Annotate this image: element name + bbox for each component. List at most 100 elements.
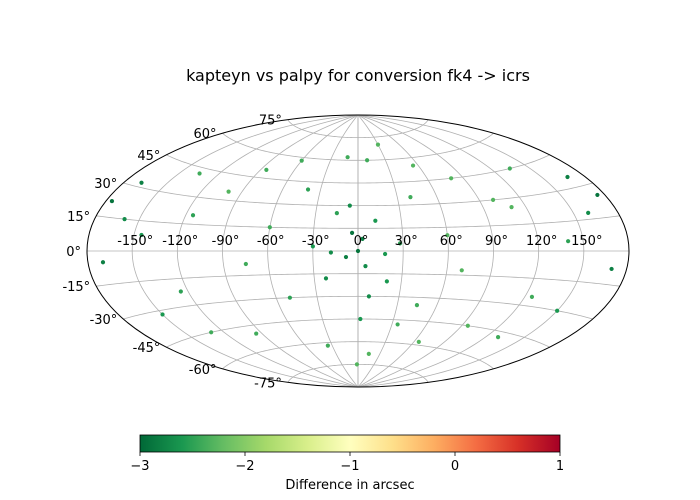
data-point <box>397 241 403 246</box>
chart-title: kapteyn vs palpy for conversion fk4 -> i… <box>186 66 530 85</box>
lat-tick-label: -45° <box>133 341 161 356</box>
lon-tick-label: -120° <box>162 234 198 249</box>
lon-tick-label: 90° <box>485 234 508 249</box>
lon-tick-label: 0° <box>354 234 369 249</box>
data-point <box>408 195 413 200</box>
lon-tick-label: 150° <box>571 234 602 249</box>
data-point <box>355 248 361 254</box>
colorbar-tick-label: 1 <box>556 459 564 474</box>
lat-tick-label: 15° <box>67 210 90 225</box>
data-point <box>334 211 339 216</box>
colorbar-tick-label: −3 <box>130 459 149 474</box>
data-points <box>100 142 614 367</box>
lat-tick-label: -60° <box>189 363 217 378</box>
data-point <box>343 254 349 260</box>
colorbar-ticks: −3 −2 −1 0 1 <box>130 452 564 474</box>
data-point <box>345 155 350 160</box>
data-point <box>139 180 144 185</box>
data-point <box>395 322 400 327</box>
data-point <box>299 158 304 163</box>
data-point <box>459 268 464 273</box>
parallel-line <box>222 132 494 161</box>
data-point <box>375 142 381 147</box>
data-point <box>609 266 614 272</box>
data-point <box>507 166 512 171</box>
data-point <box>197 171 202 176</box>
lat-tick-label: 60° <box>193 127 216 142</box>
parallel-line <box>123 182 593 207</box>
parallel-line <box>287 119 429 139</box>
lat-tick-label: -15° <box>62 280 90 295</box>
data-point <box>226 189 231 194</box>
lat-tick-label: 30° <box>94 177 117 192</box>
lat-tick-label: 75° <box>259 114 282 129</box>
data-point <box>363 264 368 269</box>
lon-tick-label: 30° <box>395 234 418 249</box>
lon-tick-label: 120° <box>526 234 557 249</box>
parallel-line <box>123 295 593 320</box>
colorbar: −3 −2 −1 0 1 Difference in arcsec <box>130 434 564 493</box>
lon-tick-label: -30° <box>302 234 330 249</box>
data-point <box>384 279 389 284</box>
lon-tick-label: -150° <box>117 234 153 249</box>
data-point <box>310 244 315 249</box>
parallel-line <box>222 341 494 370</box>
data-point <box>410 163 416 168</box>
data-point <box>160 312 165 317</box>
data-point <box>328 250 333 255</box>
plot-area: -150° -120° -90° -60° -30° 0° 30° 60° 90° 120° 150… <box>62 114 630 392</box>
parallel-line <box>166 318 550 348</box>
data-point <box>264 167 269 172</box>
colorbar-tick-label: 0 <box>451 459 459 474</box>
data-point <box>243 261 248 267</box>
data-point <box>287 295 292 300</box>
data-point <box>382 251 388 257</box>
data-point <box>122 217 127 222</box>
data-point <box>555 308 560 313</box>
data-point <box>366 294 372 299</box>
data-point <box>360 236 365 242</box>
data-point <box>100 260 106 265</box>
data-point <box>566 239 571 244</box>
data-point <box>358 316 363 322</box>
data-point <box>347 203 352 208</box>
data-point <box>366 351 371 357</box>
data-point <box>109 198 115 204</box>
data-point <box>349 230 355 235</box>
data-point <box>416 339 421 344</box>
data-point <box>267 225 272 230</box>
parallel-line <box>96 273 620 287</box>
data-point <box>529 294 535 299</box>
data-point <box>414 303 420 308</box>
data-point <box>465 323 470 328</box>
lat-tick-label: 45° <box>137 149 160 164</box>
parallel-line <box>166 154 550 184</box>
colorbar-tick-label: −2 <box>235 459 254 474</box>
data-point <box>445 233 450 238</box>
data-point <box>490 197 496 203</box>
colorbar-label: Difference in arcsec <box>285 478 414 493</box>
lon-tick-label: -60° <box>257 234 285 249</box>
longitude-tick-labels: -150° -120° -90° -60° -30° 0° 30° 60° 90° 120° 150… <box>117 234 602 249</box>
data-point <box>209 330 214 335</box>
data-point <box>139 232 144 238</box>
data-point <box>178 289 183 294</box>
data-point <box>565 174 570 180</box>
colorbar-tick-label: −1 <box>340 459 359 474</box>
data-point <box>509 205 514 210</box>
map-boundary <box>86 114 630 388</box>
lon-tick-label: 60° <box>440 234 463 249</box>
lon-tick-label: -90° <box>212 234 240 249</box>
data-point <box>325 343 330 348</box>
latitude-tick-labels: -75° -60° -45° -30° -15° 0° 15° 30° 45° 60° 75° <box>62 114 281 392</box>
data-point <box>595 192 600 198</box>
lat-tick-label: -75° <box>254 376 282 391</box>
data-point <box>254 331 259 336</box>
data-point <box>305 187 311 192</box>
data-point <box>449 176 454 181</box>
lat-tick-label: 0° <box>66 245 81 260</box>
data-point <box>190 213 196 218</box>
lat-tick-label: -30° <box>90 313 118 328</box>
data-point <box>495 335 501 340</box>
